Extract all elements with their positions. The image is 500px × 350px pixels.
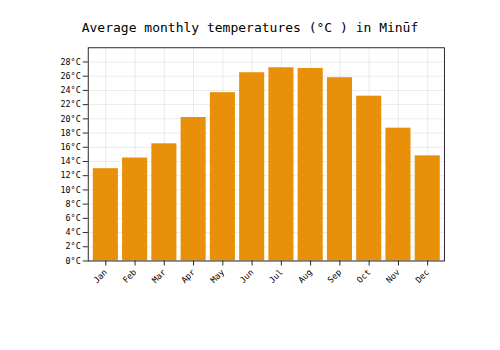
svg-text:4°C: 4°C xyxy=(66,227,81,237)
svg-text:May: May xyxy=(208,267,226,285)
svg-text:Jul: Jul xyxy=(267,267,285,285)
svg-text:Sep: Sep xyxy=(325,267,343,285)
svg-text:18°C: 18°C xyxy=(61,128,81,138)
svg-text:Oct: Oct xyxy=(355,267,373,285)
svg-text:16°C: 16°C xyxy=(61,142,81,152)
html-text:Average monthly temperatures (: Average monthly temperatures (°C ) in Mi… xyxy=(81,20,419,35)
svg-text:14°C: 14°C xyxy=(61,156,81,166)
svg-text:28°C: 28°C xyxy=(61,57,81,67)
svg-text:26°C: 26°C xyxy=(61,71,81,81)
svg-text:Jun: Jun xyxy=(238,267,256,285)
svg-text:2°C: 2°C xyxy=(66,241,81,251)
svg-text:0°C: 0°C xyxy=(66,256,81,266)
svg-text:Mar: Mar xyxy=(150,267,168,285)
svg-text:Apr: Apr xyxy=(179,267,197,285)
svg-text:Jan: Jan xyxy=(91,267,109,285)
svg-text:8°C: 8°C xyxy=(66,199,81,209)
svg-text:6°C: 6°C xyxy=(66,213,81,223)
svg-text:Aug: Aug xyxy=(296,267,314,285)
svg-text:22°C: 22°C xyxy=(61,99,81,109)
svg-text:20°C: 20°C xyxy=(61,114,81,124)
svg-text:Feb: Feb xyxy=(121,267,139,285)
svg-text:24°C: 24°C xyxy=(61,85,81,95)
svg-text:Nov: Nov xyxy=(384,267,402,285)
svg-text:Dec: Dec xyxy=(413,267,431,285)
svg-text:12°C: 12°C xyxy=(61,170,81,180)
svg-text:10°C: 10°C xyxy=(61,185,81,195)
